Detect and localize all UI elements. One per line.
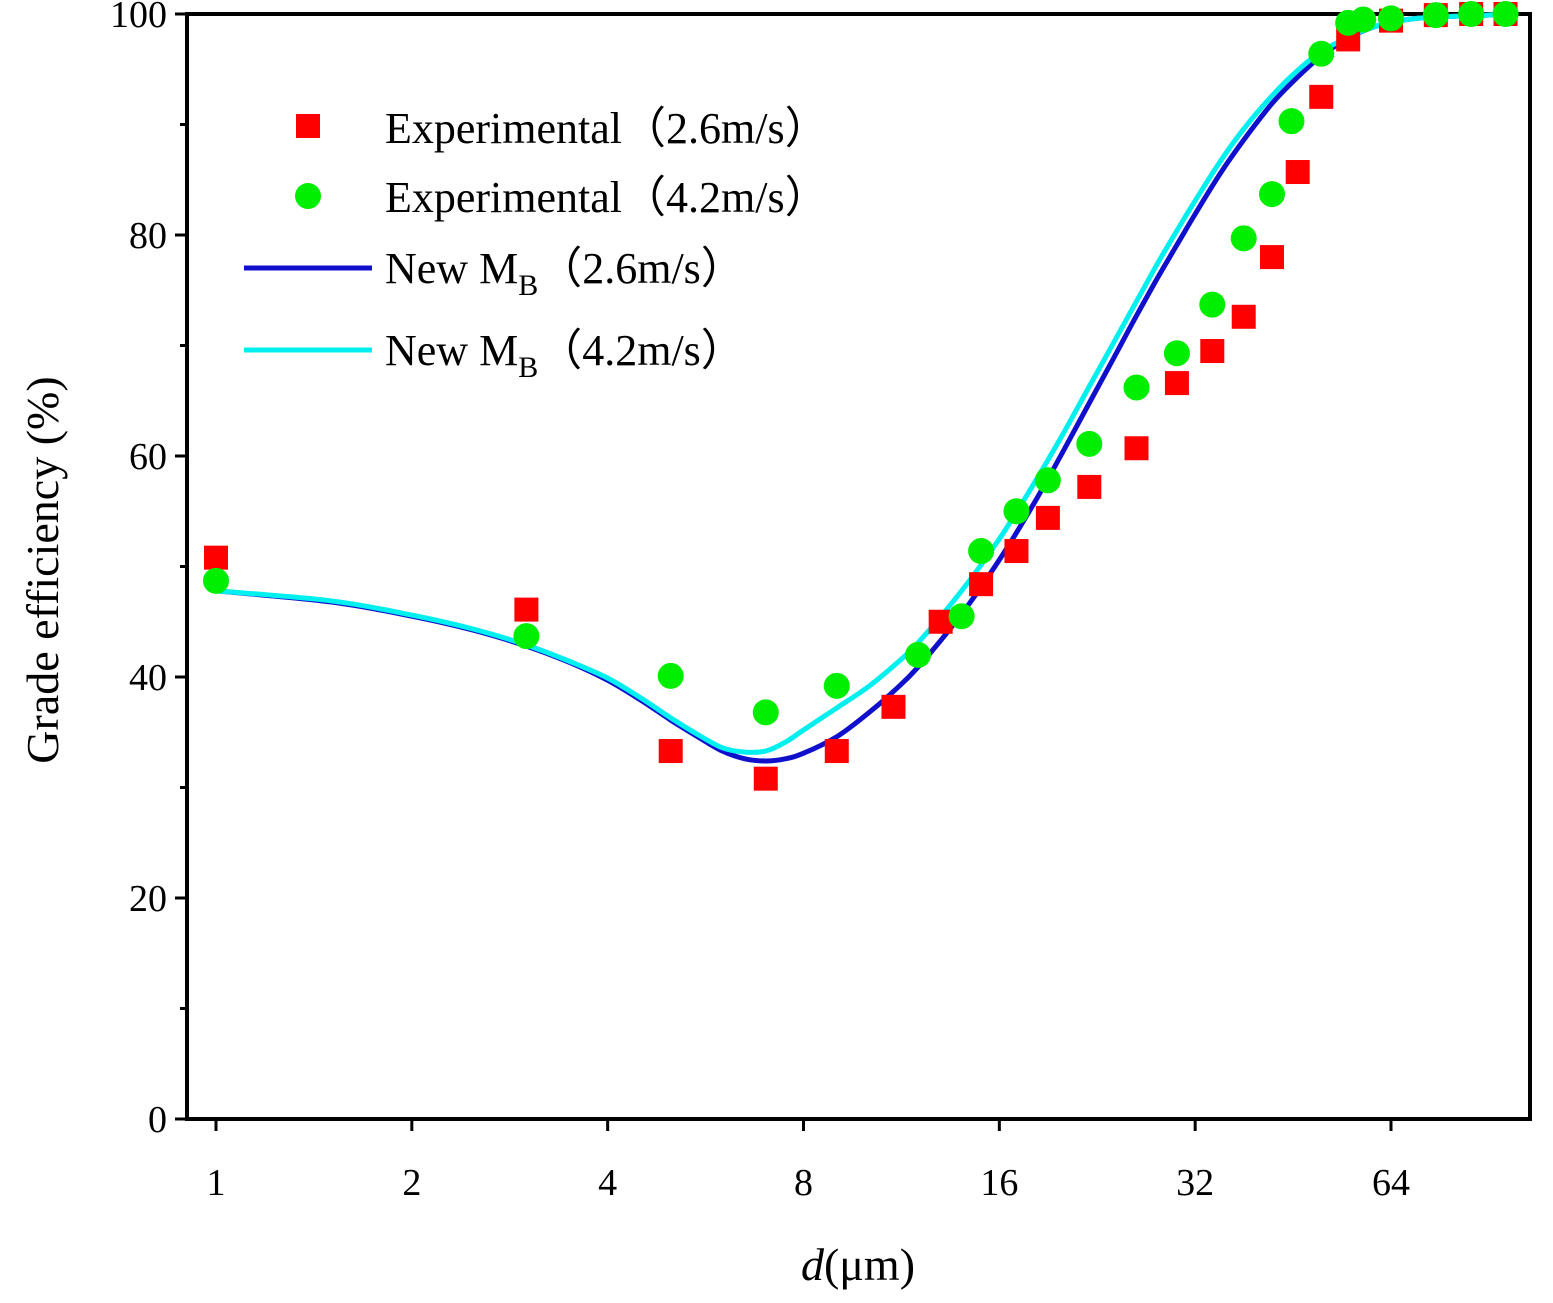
data-point-circle bbox=[1258, 181, 1285, 208]
legend-label-subscript: B bbox=[518, 351, 538, 384]
x-tick-label: 2 bbox=[402, 1162, 421, 1204]
legend-label: New MB（4.2m/s） bbox=[385, 326, 745, 384]
data-point-circle bbox=[823, 672, 850, 699]
x-axis-ticks: 1 2 4 8 16 32 64 bbox=[207, 1119, 1410, 1204]
data-point-circle bbox=[1003, 498, 1030, 525]
legend-label-main: New M bbox=[385, 326, 518, 375]
data-point-square bbox=[1035, 505, 1060, 530]
data-point-circle bbox=[968, 538, 995, 565]
y-axis-ticks: 0 20 40 60 80 100 bbox=[110, 0, 187, 1141]
data-point-circle bbox=[657, 662, 684, 689]
data-point-square bbox=[969, 572, 994, 597]
y-tick-label: 100 bbox=[110, 0, 167, 36]
data-point-square bbox=[928, 609, 953, 634]
x-tick-label: 8 bbox=[794, 1162, 813, 1204]
data-point-circle bbox=[948, 603, 975, 630]
y-tick-label: 80 bbox=[129, 215, 167, 257]
data-point-circle bbox=[203, 567, 229, 594]
y-tick-label: 60 bbox=[129, 436, 167, 478]
data-point-square bbox=[824, 739, 849, 764]
legend-item-exp-2-6: Experimental（2.6m/s） bbox=[296, 104, 829, 153]
legend-label-tail: （2.6m/s） bbox=[538, 244, 745, 293]
data-point-square bbox=[1004, 539, 1029, 564]
x-tick-label: 16 bbox=[980, 1162, 1018, 1204]
data-point-square bbox=[514, 597, 539, 622]
data-point-square bbox=[753, 766, 778, 791]
legend-marker-square bbox=[296, 114, 320, 138]
data-point-circle bbox=[1034, 467, 1061, 494]
data-point-square bbox=[204, 545, 228, 570]
data-point-circle bbox=[1230, 225, 1257, 252]
x-axis-unit: (μm) bbox=[824, 1239, 915, 1290]
data-point-square bbox=[1259, 245, 1284, 270]
data-point-circle bbox=[1422, 2, 1449, 29]
data-point-square bbox=[658, 739, 683, 764]
legend-item-model-4-2: New MB（4.2m/s） bbox=[244, 326, 745, 384]
data-point-circle bbox=[1123, 374, 1150, 401]
data-point-square bbox=[881, 694, 906, 719]
data-point-circle bbox=[1378, 5, 1404, 32]
data-point-circle bbox=[1492, 1, 1519, 27]
data-point-circle bbox=[1350, 6, 1377, 33]
y-axis-title: Grade efficiency (%) bbox=[17, 376, 68, 763]
x-tick-label: 64 bbox=[1372, 1162, 1410, 1204]
data-point-circle bbox=[905, 641, 932, 668]
y-tick-label: 0 bbox=[148, 1099, 167, 1141]
legend-label: New MB（2.6m/s） bbox=[385, 244, 745, 302]
legend: Experimental（2.6m/s） Experimental（4.2m/s… bbox=[244, 104, 829, 384]
data-point-square bbox=[1200, 339, 1225, 364]
plot-area: 0 20 40 60 80 100 1 2 4 8 16 32 64 bbox=[110, 0, 1532, 1204]
x-axis-title: d(μm) bbox=[801, 1239, 915, 1290]
series-markers bbox=[203, 1, 1519, 791]
x-tick-label: 1 bbox=[207, 1162, 226, 1204]
legend-marker-circle bbox=[295, 183, 321, 209]
data-point-square bbox=[1124, 436, 1149, 461]
data-point-circle bbox=[1163, 340, 1190, 367]
y-axis-label: Grade efficiency (%) bbox=[17, 376, 68, 763]
y-tick-label: 40 bbox=[129, 657, 167, 699]
data-point-square bbox=[1309, 84, 1334, 109]
x-tick-label: 32 bbox=[1176, 1162, 1214, 1204]
data-point-circle bbox=[1076, 430, 1103, 457]
legend-label: Experimental（2.6m/s） bbox=[385, 104, 829, 153]
data-point-square bbox=[1285, 160, 1310, 185]
data-point-square bbox=[1231, 304, 1256, 329]
legend-item-model-2-6: New MB（2.6m/s） bbox=[244, 244, 745, 302]
data-point-circle bbox=[1458, 1, 1485, 27]
data-point-circle bbox=[752, 699, 779, 726]
y-tick-label: 20 bbox=[129, 878, 167, 920]
legend-label-tail: （4.2m/s） bbox=[538, 326, 745, 375]
data-point-circle bbox=[513, 623, 540, 650]
data-point-square bbox=[1077, 474, 1102, 499]
legend-label-main: New M bbox=[385, 244, 518, 293]
x-axis-variable: d bbox=[801, 1239, 825, 1290]
legend-label: Experimental（4.2m/s） bbox=[385, 173, 829, 222]
data-point-square bbox=[1164, 371, 1189, 396]
data-point-circle bbox=[1308, 40, 1335, 67]
x-tick-label: 4 bbox=[598, 1162, 617, 1204]
data-point-circle bbox=[1278, 108, 1305, 135]
legend-item-exp-4-2: Experimental（4.2m/s） bbox=[295, 173, 829, 222]
legend-label-subscript: B bbox=[518, 269, 538, 302]
data-point-circle bbox=[1199, 291, 1226, 318]
